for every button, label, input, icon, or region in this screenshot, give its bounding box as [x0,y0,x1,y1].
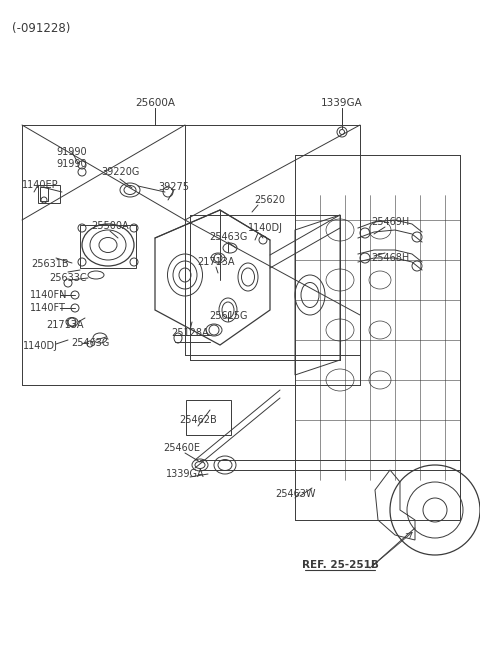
Text: 25468H: 25468H [371,253,409,263]
Text: 21713A: 21713A [46,320,84,330]
Text: 1140FT: 1140FT [30,303,66,313]
Text: 25631B: 25631B [31,259,69,269]
Text: 25615G: 25615G [209,311,247,321]
Text: REF. 25-251B: REF. 25-251B [301,560,378,570]
Text: 25460E: 25460E [164,443,201,453]
Text: 1140DJ: 1140DJ [23,341,58,351]
Text: 25620: 25620 [254,195,286,205]
Text: (-091228): (-091228) [12,22,71,35]
Text: 1339GA: 1339GA [321,98,363,108]
Text: 25600A: 25600A [135,98,175,108]
Text: 1339GA: 1339GA [166,469,204,479]
Text: 1140FN: 1140FN [30,290,68,300]
Text: 25462B: 25462B [179,415,217,425]
Text: 1140DJ: 1140DJ [248,223,283,233]
Text: 25463W: 25463W [275,489,315,499]
Text: 39275: 39275 [158,182,190,192]
Text: 25500A: 25500A [91,221,129,231]
Text: 25128A: 25128A [171,328,209,338]
Text: 21713A: 21713A [197,257,235,267]
Text: 25463G: 25463G [209,232,247,242]
Text: 39220G: 39220G [101,167,139,177]
Text: 1140EP: 1140EP [22,180,59,190]
Text: 25469H: 25469H [371,217,409,227]
Text: 25463G: 25463G [71,338,109,348]
Text: 91990
91990: 91990 91990 [57,147,87,169]
Bar [38,185,60,203]
Text: 25633C: 25633C [49,273,87,283]
Bar [186,400,231,435]
Bar [40,187,48,201]
